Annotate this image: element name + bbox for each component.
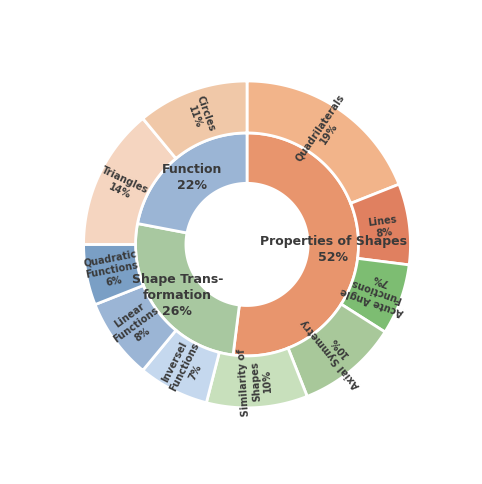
Text: Triangles
14%: Triangles 14% (95, 166, 150, 206)
Polygon shape (83, 244, 143, 304)
Polygon shape (247, 81, 399, 203)
Text: Shape Trans-
formation
26%: Shape Trans- formation 26% (132, 272, 223, 318)
Polygon shape (143, 81, 247, 158)
Polygon shape (143, 331, 219, 403)
Text: Properties of Shapes
52%: Properties of Shapes 52% (260, 235, 407, 264)
Polygon shape (83, 119, 176, 244)
Text: Acute Angle
Functions
7%: Acute Angle Functions 7% (339, 264, 413, 318)
Polygon shape (341, 258, 409, 332)
Polygon shape (206, 348, 307, 408)
Polygon shape (351, 184, 411, 265)
Polygon shape (233, 133, 359, 356)
Polygon shape (135, 224, 240, 355)
Text: Lines
8%: Lines 8% (368, 214, 399, 240)
Polygon shape (288, 304, 385, 396)
Text: Similarity of
Shapes
10%: Similarity of Shapes 10% (237, 347, 274, 416)
Polygon shape (95, 286, 176, 370)
Text: Quadratic
Functions
6%: Quadratic Functions 6% (82, 249, 142, 291)
Text: Axial Symmetry
10%: Axial Symmetry 10% (299, 310, 371, 391)
Text: Linear
Functions
8%: Linear Functions 8% (105, 296, 167, 354)
Text: Circles
11%: Circles 11% (184, 94, 217, 136)
Text: Function
22%: Function 22% (162, 164, 222, 193)
Text: Inversel
Functions
7%: Inversel Functions 7% (158, 335, 212, 398)
Polygon shape (137, 133, 247, 233)
Text: Quadrilaterals
19%: Quadrilaterals 19% (293, 92, 355, 169)
